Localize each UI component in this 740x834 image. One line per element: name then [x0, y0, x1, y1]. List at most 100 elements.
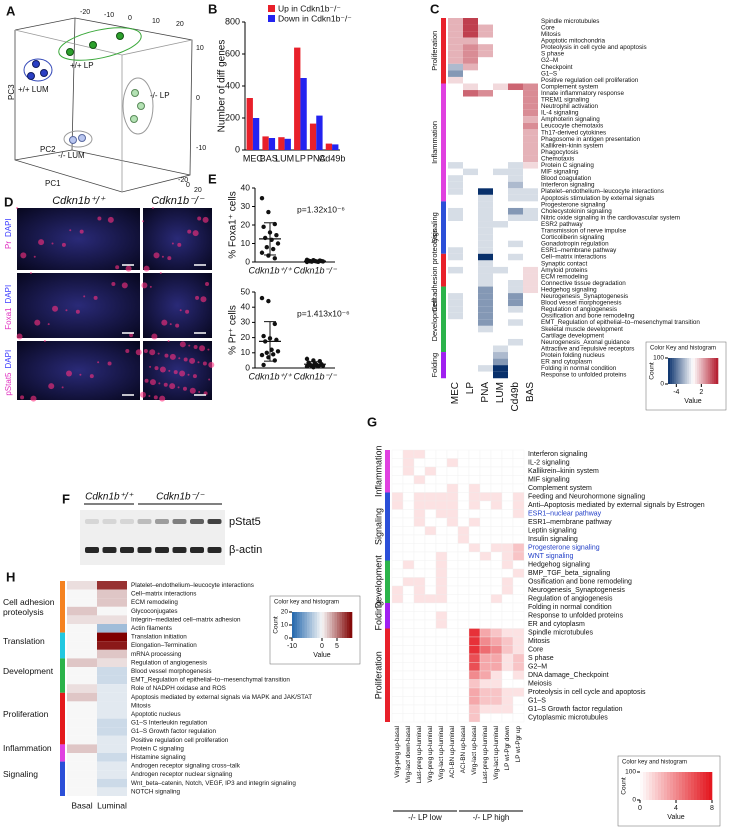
heatmap-cell — [479, 594, 492, 604]
heatmap-cell — [424, 619, 437, 629]
group-bar — [441, 83, 446, 202]
heatmap-cell — [402, 611, 415, 621]
blot-band — [155, 547, 169, 553]
heatmap-cell — [508, 103, 523, 110]
stain-spot — [151, 333, 158, 340]
heatmap-cell — [402, 679, 415, 689]
heatmap-cell — [457, 534, 470, 544]
stain-spot — [149, 285, 152, 288]
key-gradient — [658, 772, 662, 800]
heatmap-cell — [512, 594, 525, 604]
group-label: Cdkn1b⁻/⁻ — [156, 492, 205, 503]
row-label: Integrin–mediated cell–matrix adhesion — [131, 616, 241, 623]
y-tick-label: 10 — [241, 238, 251, 248]
heatmap-cell — [402, 602, 415, 612]
heatmap-cell — [67, 718, 97, 728]
row-label: Blood vessel morphogenesis — [541, 300, 622, 307]
heatmap-cell — [402, 619, 415, 629]
stain-spot — [142, 220, 144, 223]
heatmap-cell — [457, 687, 470, 697]
heatmap-cell — [424, 713, 437, 723]
row-label: ECM remodeling — [541, 273, 588, 280]
row-label: Cytoplasmic microtubules — [528, 715, 608, 722]
y-tick-label: 0 — [245, 256, 250, 266]
heatmap-cell — [391, 543, 404, 553]
heatmap-cell — [493, 44, 508, 51]
heatmap-cell — [448, 273, 463, 280]
heatmap-cell — [391, 526, 404, 536]
heatmap-cell — [424, 509, 437, 519]
heatmap-cell — [501, 645, 514, 655]
heatmap-cell — [512, 619, 525, 629]
heatmap-cell — [67, 589, 97, 599]
heatmap-cell — [501, 577, 514, 587]
heatmap-cell — [402, 653, 415, 663]
heatmap-cell — [463, 155, 478, 163]
row-label: Actin filaments — [131, 625, 172, 632]
heatmap-cell — [490, 696, 503, 706]
heatmap-cell — [523, 175, 538, 182]
row-label: IL-4 signaling — [541, 110, 579, 117]
heatmap-cell — [402, 577, 415, 587]
heatmap-cell — [402, 670, 415, 680]
heatmap-cell — [493, 234, 508, 241]
key-gradient — [312, 612, 315, 638]
heatmap-cell — [508, 76, 523, 84]
heatmap-cell — [448, 201, 463, 208]
panel-letter: C — [430, 1, 440, 16]
blot-band — [85, 547, 99, 553]
stain-spot — [16, 207, 18, 209]
heatmap-cell — [463, 365, 478, 372]
heatmap-cell — [97, 606, 127, 616]
stain-spot — [193, 344, 198, 349]
heatmap-cell — [67, 701, 97, 710]
heatmap-cell — [508, 116, 523, 123]
heatmap-cell — [501, 543, 514, 553]
key-gradient — [668, 358, 671, 384]
key-gradient — [705, 358, 708, 384]
heatmap-cell — [493, 122, 508, 130]
heatmap-cell — [402, 543, 415, 553]
key-gradient — [676, 772, 680, 800]
heatmap-cell — [402, 568, 415, 578]
heatmap-cell — [402, 560, 415, 570]
heatmap-cell — [493, 280, 508, 287]
heatmap-cell — [508, 57, 523, 64]
bar — [262, 136, 269, 150]
heatmap-cell — [478, 31, 493, 38]
heatmap-cell — [463, 31, 478, 38]
heatmap-cell — [448, 214, 463, 222]
heatmap-cell — [479, 568, 492, 578]
data-point — [264, 350, 269, 355]
heatmap-cell — [468, 594, 481, 604]
heatmap-cell — [490, 636, 503, 646]
key-tick-label: 20 — [281, 609, 289, 616]
heatmap-cell — [508, 227, 523, 235]
heatmap-cell — [523, 135, 538, 143]
heatmap-cell — [97, 701, 127, 710]
heatmap-cell — [508, 149, 523, 156]
heatmap-cell — [468, 517, 481, 527]
heatmap-cell — [457, 551, 470, 561]
heatmap-cell — [448, 260, 463, 267]
heatmap-cell — [508, 162, 523, 169]
pca-tick: -20 — [178, 177, 188, 184]
blot-band — [207, 547, 222, 553]
heatmap-cell — [424, 449, 437, 459]
heatmap-cell — [508, 352, 523, 359]
y-axis-label: Number of diff genes — [217, 40, 228, 133]
heatmap-cell — [478, 201, 493, 208]
heatmap-cell — [463, 319, 478, 326]
y-tick-label: 0 — [235, 144, 240, 154]
heatmap-cell — [478, 227, 493, 235]
heatmap-cell — [523, 253, 538, 261]
blot-band — [85, 519, 99, 524]
heatmap-cell — [523, 221, 538, 228]
heatmap-cell — [523, 201, 538, 208]
heatmap-cell — [97, 770, 127, 779]
heatmap-cell — [463, 162, 478, 169]
heatmap-cell — [413, 653, 426, 663]
heatmap-cell — [97, 710, 127, 719]
stain-spot — [140, 391, 146, 398]
heatmap-cell — [501, 475, 514, 485]
